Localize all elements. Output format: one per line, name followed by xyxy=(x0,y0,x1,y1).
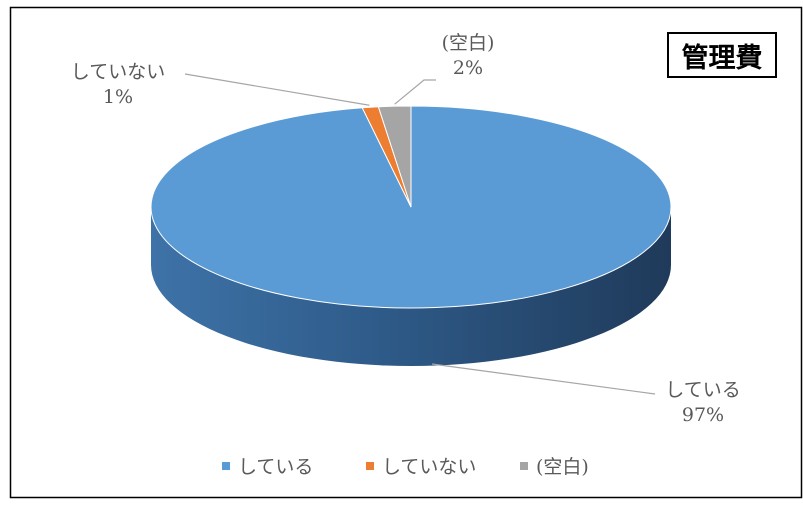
data-label-kuuhaku-percent: 2% xyxy=(453,57,483,79)
chart-border xyxy=(9,6,803,499)
leader-line-shiteiru xyxy=(431,363,656,395)
legend-label-shiteiru: している xyxy=(238,456,313,478)
legend-label-kuuhaku: (空白) xyxy=(536,456,589,478)
data-label-kuuhaku: (空白) xyxy=(442,32,495,54)
pie-side-wall xyxy=(151,207,671,366)
data-label-shiteinai-percent: 1% xyxy=(103,86,133,108)
legend: している していない (空白) xyxy=(222,456,589,478)
data-label-shiteiru: している xyxy=(665,379,740,401)
legend-label-shiteinai: していない xyxy=(382,456,476,478)
leader-lines xyxy=(184,73,656,395)
leader-line-shiteinai xyxy=(184,73,370,106)
data-label-shiteiru-percent: 97% xyxy=(682,404,724,426)
leader-line-kuuhaku xyxy=(394,79,436,105)
legend-swatch-kuuhaku xyxy=(520,462,528,470)
legend-swatch-shiteinai xyxy=(366,462,374,470)
pie-group xyxy=(150,105,672,366)
data-label-shiteinai: していない xyxy=(71,61,165,83)
chart-title: 管理費 xyxy=(667,32,777,78)
pie-slice-2 xyxy=(377,105,412,208)
legend-swatch-shiteiru xyxy=(222,462,230,470)
